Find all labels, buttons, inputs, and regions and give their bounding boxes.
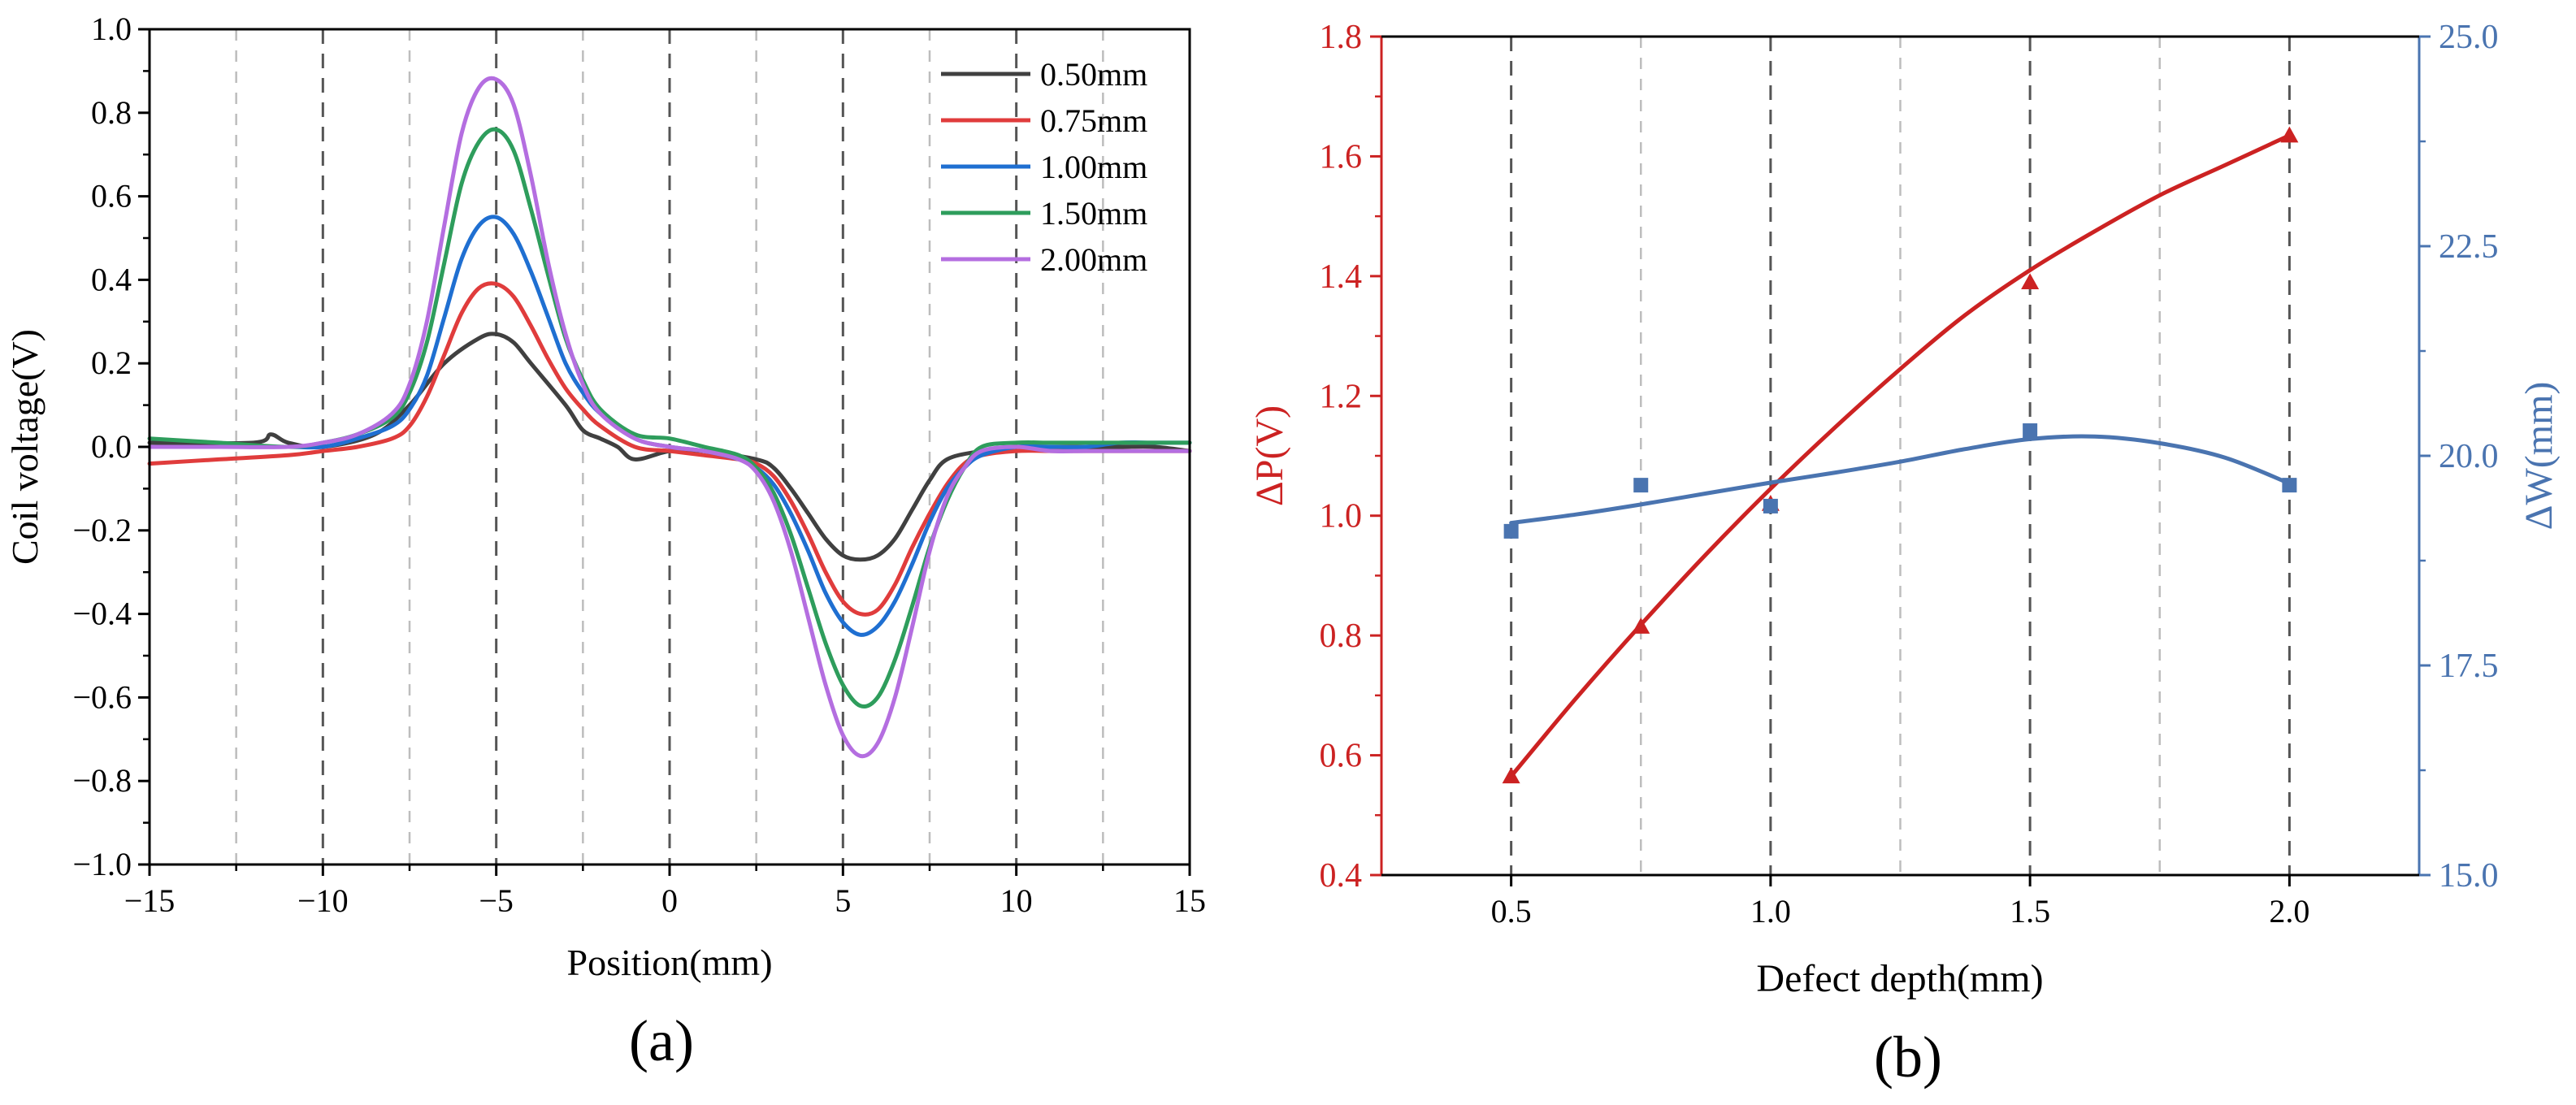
x-tick-label: 10 bbox=[1000, 882, 1033, 919]
y-tick-label: −1.0 bbox=[72, 846, 132, 882]
square-marker bbox=[1763, 498, 1778, 514]
y-tick-label: 0.8 bbox=[1320, 618, 1363, 655]
y-tick-label: 0.6 bbox=[91, 178, 132, 214]
triangle-marker bbox=[1632, 618, 1650, 634]
panel-a-series-lines bbox=[147, 76, 1192, 759]
legend-label: 0.50mm bbox=[1040, 56, 1147, 93]
y-tick-label: 0.6 bbox=[1320, 738, 1363, 775]
x-tick-label: −10 bbox=[297, 882, 349, 919]
y-tick-label: 0.4 bbox=[91, 261, 132, 297]
panel-b-left-y-axis-label: ΔP(V) bbox=[1248, 405, 1291, 506]
panel-a-label: (a) bbox=[629, 1008, 694, 1073]
y-tick-label: 0.0 bbox=[91, 428, 132, 465]
y2-tick-label: 22.5 bbox=[2439, 228, 2499, 266]
panel-b-right-y-axis-label: ΔW(mm) bbox=[2517, 382, 2561, 531]
y2-tick-label: 25.0 bbox=[2439, 19, 2499, 56]
fit-curve bbox=[1509, 434, 2292, 526]
square-marker bbox=[2282, 478, 2297, 493]
triangle-marker bbox=[2021, 273, 2040, 290]
y-tick-label: −0.4 bbox=[72, 596, 132, 632]
y-tick-label: 1.2 bbox=[1320, 378, 1363, 415]
y2-tick-label: 17.5 bbox=[2439, 648, 2499, 685]
y-tick-label: 1.0 bbox=[91, 11, 132, 47]
y2-tick-label: 15.0 bbox=[2439, 857, 2499, 895]
panel-a-x-axis-label: Position(mm) bbox=[566, 942, 772, 983]
y-tick-label: 1.4 bbox=[1320, 258, 1363, 296]
x-tick-label: 0 bbox=[661, 882, 678, 919]
panel-b-right-y-ticks: 15.0 17.5 20.0 22.5 25.0 bbox=[2419, 19, 2499, 895]
legend-label: 2.00mm bbox=[1040, 241, 1147, 278]
square-marker bbox=[1633, 478, 1649, 493]
series-line bbox=[147, 281, 1192, 617]
y-tick-label: 1.6 bbox=[1320, 138, 1363, 176]
triangle-marker bbox=[2280, 126, 2299, 143]
legend-label: 0.75mm bbox=[1040, 102, 1147, 139]
panel-b-x-axis-label: Defect depth(mm) bbox=[1756, 957, 2043, 1000]
series-line bbox=[147, 76, 1192, 759]
panel-a-y-ticks: −1.0 −0.8 −0.6 −0.4 −0.2 0.0 0.2 0.4 0.6 0.8 1.0 bbox=[72, 11, 150, 882]
square-marker bbox=[1503, 523, 1519, 539]
x-tick-label: 15 bbox=[1173, 882, 1206, 919]
y-tick-label: 0.2 bbox=[91, 344, 132, 381]
panel-b-label: (b) bbox=[1874, 1025, 1942, 1090]
triangle-marker bbox=[1502, 767, 1520, 784]
x-tick-label: 1.0 bbox=[1750, 893, 1791, 930]
legend-label: 1.00mm bbox=[1040, 149, 1147, 185]
legend-label: 1.50mm bbox=[1040, 195, 1147, 232]
y-tick-label: 1.0 bbox=[1320, 498, 1363, 535]
panel-a-legend: 0.50mm 0.75mm 1.00mm 1.50mm 2.00mm bbox=[941, 56, 1147, 278]
y-tick-label: 0.8 bbox=[91, 94, 132, 131]
panel-b-left-y-ticks: 0.4 0.6 0.8 1.0 1.2 1.4 1.6 1.8 bbox=[1320, 19, 1381, 895]
square-marker bbox=[2023, 423, 2038, 439]
panel-b-x-ticks: 0.5 1.0 1.5 2.0 bbox=[1491, 875, 2309, 930]
y2-tick-label: 20.0 bbox=[2439, 438, 2499, 475]
y-tick-label: −0.2 bbox=[72, 512, 132, 548]
panel-b-series bbox=[1502, 126, 2299, 784]
x-tick-label: 2.0 bbox=[2269, 893, 2309, 930]
panel-a-x-ticks: −15 −10 −5 0 5 10 15 bbox=[124, 864, 1206, 919]
panel-a-chart: −15 −10 −5 0 5 10 15 −1.0 −0.8 −0.6 −0.4 −0.2 0.0 0.… bbox=[4, 11, 1206, 1073]
x-tick-label: −5 bbox=[479, 882, 514, 919]
y-tick-label: −0.8 bbox=[72, 762, 132, 799]
x-tick-label: 0.5 bbox=[1491, 893, 1532, 930]
panel-b-grid bbox=[1510, 37, 2291, 875]
y-tick-label: 1.8 bbox=[1320, 19, 1363, 56]
x-tick-label: −15 bbox=[124, 882, 176, 919]
y-tick-label: 0.4 bbox=[1320, 857, 1363, 895]
y-tick-label: −0.6 bbox=[72, 678, 132, 715]
x-tick-label: 5 bbox=[835, 882, 851, 919]
panel-b-chart: 0.5 1.0 1.5 2.0 0.4 0.6 0.8 1.0 1.2 1.4 1.6 1.8 15… bbox=[1248, 19, 2561, 1090]
x-tick-label: 1.5 bbox=[2010, 893, 2050, 930]
panel-a-y-axis-label: Coil voltage(V) bbox=[4, 329, 46, 565]
